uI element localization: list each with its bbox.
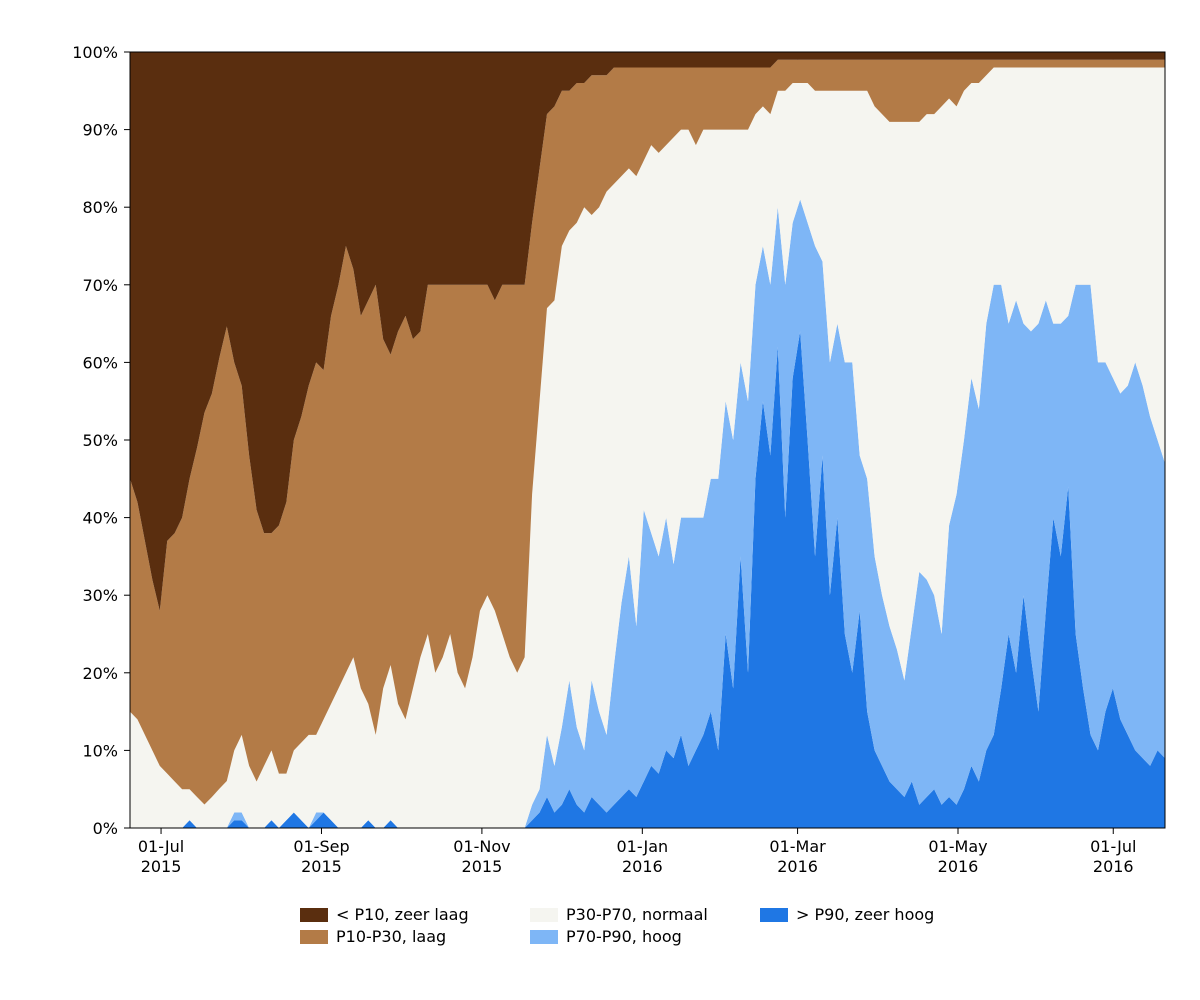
x-tick-label-line2: 2016	[622, 857, 663, 876]
x-tick-label-line2: 2015	[141, 857, 182, 876]
legend-swatch	[530, 930, 558, 944]
y-tick-label: 70%	[82, 276, 118, 295]
legend-label: < P10, zeer laag	[336, 905, 469, 924]
legend-label: P70-P90, hoog	[566, 927, 682, 946]
legend-label: P10-P30, laag	[336, 927, 446, 946]
x-tick-label-line2: 2015	[301, 857, 342, 876]
x-tick-label-line1: 01-May	[928, 837, 987, 856]
x-tick-label-line1: 01-Jul	[138, 837, 184, 856]
legend-swatch	[760, 908, 788, 922]
y-tick-label: 40%	[82, 509, 118, 528]
y-tick-label: 20%	[82, 664, 118, 683]
y-tick-label: 100%	[72, 43, 118, 62]
x-tick-label-line1: 01-Jul	[1090, 837, 1136, 856]
y-tick-label: 90%	[82, 121, 118, 140]
y-tick-label: 60%	[82, 353, 118, 372]
y-tick-label: 10%	[82, 741, 118, 760]
x-tick-label-line1: 01-Nov	[453, 837, 510, 856]
chart-svg: 0%10%20%30%40%50%60%70%80%90%100%01-Jul2…	[0, 0, 1200, 1000]
y-tick-label: 80%	[82, 198, 118, 217]
legend-label: > P90, zeer hoog	[796, 905, 934, 924]
x-tick-label-line2: 2016	[777, 857, 818, 876]
y-tick-label: 30%	[82, 586, 118, 605]
x-tick-label-line1: 01-Mar	[769, 837, 826, 856]
y-tick-label: 0%	[93, 819, 118, 838]
legend-swatch	[300, 908, 328, 922]
stacked-area-chart: 0%10%20%30%40%50%60%70%80%90%100%01-Jul2…	[0, 0, 1200, 1000]
x-tick-label-line1: 01-Sep	[293, 837, 349, 856]
x-tick-label-line2: 2016	[1093, 857, 1134, 876]
legend-swatch	[530, 908, 558, 922]
x-tick-label-line2: 2016	[938, 857, 979, 876]
legend-label: P30-P70, normaal	[566, 905, 708, 924]
y-tick-label: 50%	[82, 431, 118, 450]
legend-swatch	[300, 930, 328, 944]
x-tick-label-line1: 01-Jan	[616, 837, 668, 856]
x-tick-label-line2: 2015	[462, 857, 503, 876]
